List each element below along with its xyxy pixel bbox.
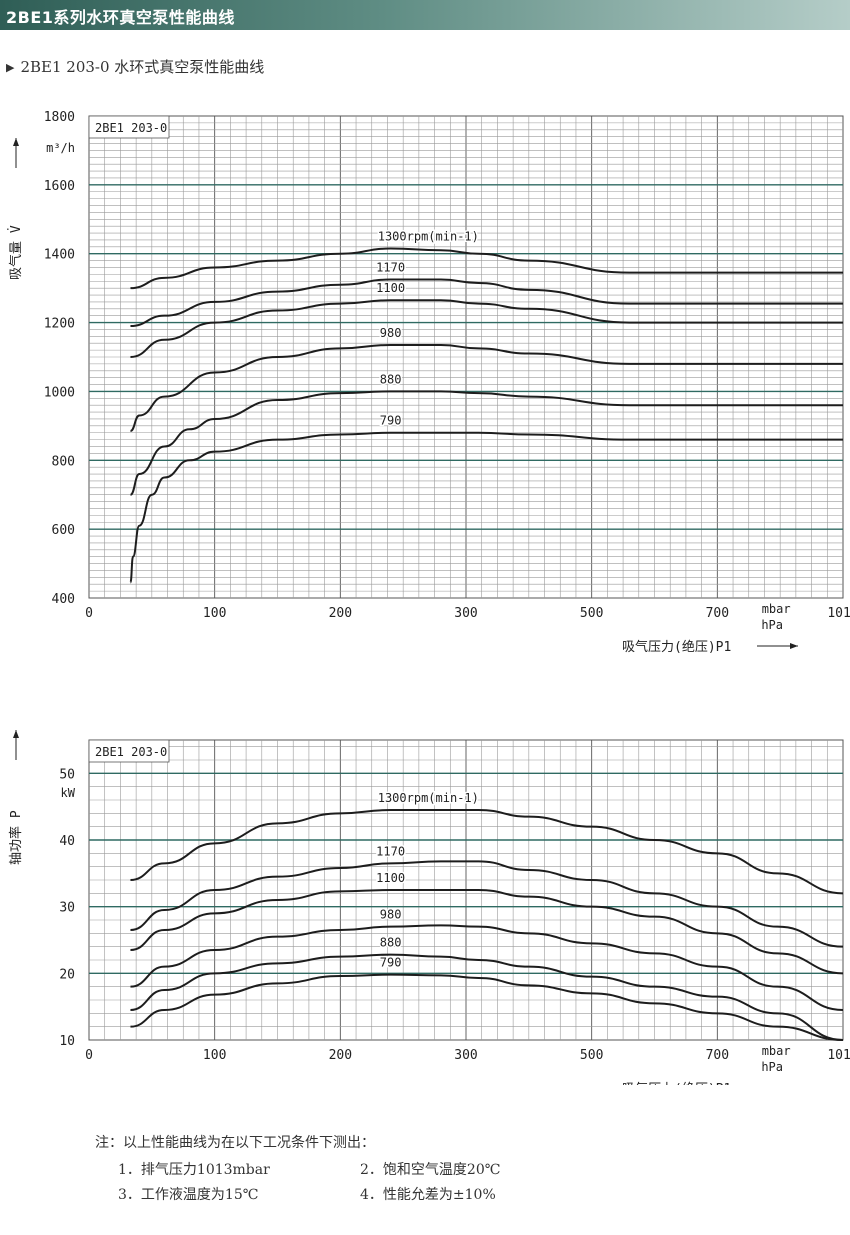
x-tick-label: 700: [706, 606, 729, 621]
x-tick-label: 1013: [827, 1048, 850, 1063]
x-tick-label: 100: [203, 606, 226, 621]
series-line: [130, 924, 844, 1011]
header-title: 2BE1系列水环真空泵性能曲线: [6, 8, 235, 27]
series-label: 880: [380, 936, 402, 950]
series-label: 1100: [376, 281, 405, 295]
x-unit-hpa: hPa: [761, 618, 783, 632]
series-line: [129, 431, 843, 584]
x-axis-label: 吸气压力(绝压)P1: [622, 1081, 731, 1085]
note-item-1: 1．排气压力1013mbar: [118, 1162, 270, 1178]
power-chart: 10 20 30 40 50 kW 0 100 200 300 500 700 1013 mbar hPa 吸…: [8, 730, 850, 1085]
page-subtitle: ▶ 2BE1 203-0 水环式真空泵性能曲线: [6, 56, 264, 77]
series-line: [130, 889, 844, 975]
x-tick-label: 0: [85, 606, 93, 621]
y-tick-label: 40: [59, 834, 75, 849]
x-tick-label: 500: [580, 606, 603, 621]
y-axis-arrow-head: [13, 730, 19, 738]
x-tick-label: 0: [85, 1048, 93, 1063]
x-tick-label: 300: [454, 606, 477, 621]
series-label: 1300rpm(min-1): [378, 230, 479, 244]
series-label: 1100: [376, 871, 405, 885]
x-unit-mbar: mbar: [762, 1044, 791, 1058]
series-label: 790: [380, 956, 402, 970]
x-tick-label: 300: [454, 1048, 477, 1063]
triangle-bullet-icon: ▶: [6, 61, 15, 74]
header-bar: 2BE1系列水环真空泵性能曲线: [0, 0, 850, 30]
x-axis-arrow-head: [790, 643, 798, 649]
series-line: [130, 247, 843, 290]
y-tick-label: 1600: [44, 179, 75, 194]
series-line: [130, 973, 844, 1041]
y-tick-label: 1800: [44, 110, 75, 125]
inner-model-box: [88, 739, 170, 763]
series-line: [130, 278, 843, 328]
series-label: 980: [380, 326, 402, 340]
note-item-2: 2．饱和空气温度20℃: [360, 1162, 501, 1178]
series-label: 980: [380, 908, 402, 922]
x-unit-mbar: mbar: [762, 602, 791, 616]
notes-heading: 注：以上性能曲线为在以下工况条件下测出：: [95, 1135, 375, 1151]
x-tick-label: 1013: [827, 606, 850, 621]
x-tick-label: 100: [203, 1048, 226, 1063]
y-tick-label: 30: [59, 901, 75, 916]
y-unit-label: kW: [61, 786, 76, 800]
y-tick-label: 800: [52, 454, 75, 469]
x-unit-hpa: hPa: [761, 1060, 783, 1074]
y-tick-label: 1200: [44, 317, 75, 332]
x-tick-label: 200: [329, 606, 352, 621]
subtitle-text: 2BE1 203-0 水环式真空泵性能曲线: [20, 58, 265, 76]
y-tick-label: 400: [52, 592, 75, 607]
y-tick-label: 600: [52, 523, 75, 538]
y-tick-label: 10: [59, 1034, 75, 1049]
inner-model-label: 2BE1 203-0: [95, 121, 167, 135]
note-item-3: 3．工作液温度为15℃: [118, 1187, 259, 1203]
capacity-chart: 400 600 800 1000 1200 1400 1600 1800 m³/h 0 100 200…: [8, 110, 850, 655]
y-tick-label: 50: [59, 767, 75, 782]
y-tick-label: 1000: [44, 385, 75, 400]
inner-model-label: 2BE1 203-0: [95, 745, 167, 759]
series-label: 790: [380, 414, 402, 428]
x-axis-label: 吸气压力(绝压)P1: [622, 639, 731, 655]
inner-model-box: [88, 115, 170, 139]
y-axis-label: 轴功率 P: [8, 810, 24, 865]
series-label: 880: [380, 372, 402, 386]
y-unit-label: m³/h: [46, 141, 75, 155]
series-label: 1170: [376, 261, 405, 275]
series-line: [130, 343, 843, 433]
series-line: [130, 953, 844, 1041]
x-tick-label: 700: [706, 1048, 729, 1063]
series-label: 1300rpm(min-1): [378, 791, 479, 805]
series-line: [130, 860, 844, 948]
series-line: [130, 809, 844, 895]
series-label: 1170: [376, 844, 405, 858]
x-tick-label: 200: [329, 1048, 352, 1063]
y-tick-label: 1400: [44, 248, 75, 263]
y-tick-label: 20: [59, 967, 75, 982]
y-axis-arrow-head: [13, 138, 19, 146]
note-item-4: 4．性能允差为±10%: [360, 1187, 496, 1203]
series-line: [130, 299, 843, 358]
y-axis-label: 吸气量 V̇: [8, 225, 24, 280]
series-line: [129, 390, 843, 496]
x-tick-label: 500: [580, 1048, 603, 1063]
